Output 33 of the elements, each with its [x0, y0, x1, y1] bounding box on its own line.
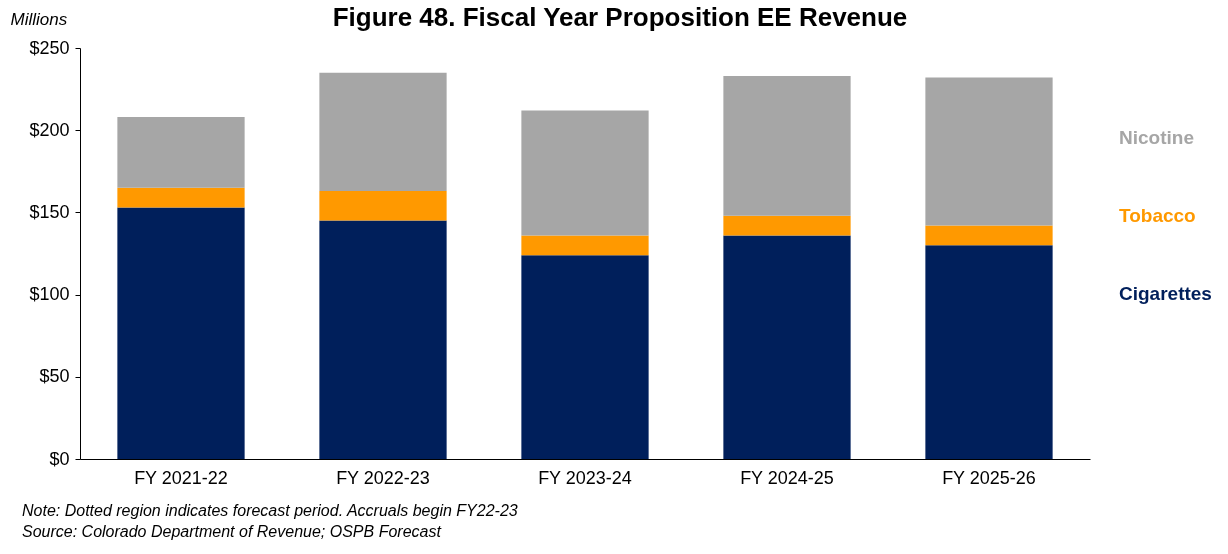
- bar: [117, 207, 245, 459]
- text: Tobacco: [1119, 204, 1196, 226]
- bar: [521, 110, 649, 236]
- y-tick-label: $100: [29, 284, 70, 305]
- bar: [319, 220, 447, 459]
- source-note: Source: Colorado Department of Revenue; OSPB Forecast: [22, 523, 442, 540]
- text: Note: Dotted region indicates forecast period. Accruals begin FY22-23: [22, 502, 518, 519]
- text: Cigarettes: [1119, 282, 1212, 304]
- x-tick-label: FY 2025-26: [942, 467, 1036, 488]
- y-tick-label: $200: [29, 119, 70, 140]
- x-tick-label: FY 2023-24: [538, 467, 632, 488]
- x-tick-label: FY 2022-23: [336, 467, 430, 488]
- y-tick-label: $0: [49, 448, 70, 469]
- bar: [117, 117, 245, 188]
- bar: [925, 77, 1053, 226]
- x-tick-label: FY 2024-25: [740, 467, 834, 488]
- x-tick-label: FY 2021-22: [134, 467, 228, 488]
- bar: [723, 215, 851, 236]
- y-tick-label: $50: [39, 366, 70, 387]
- y-tick-label: $250: [29, 37, 70, 58]
- bar: [925, 245, 1053, 459]
- bar: [319, 72, 447, 192]
- bar: [723, 235, 851, 459]
- bar: [117, 187, 245, 208]
- bar: [925, 225, 1053, 246]
- y-tick-label: $150: [29, 201, 70, 222]
- bar: [723, 75, 851, 216]
- text: Nicotine: [1119, 126, 1194, 148]
- y-axis-title: Millions: [10, 9, 68, 29]
- chart-title: Figure 48. Fiscal Year Proposition EE Revenue: [332, 2, 908, 32]
- bar: [521, 235, 649, 256]
- bar: [319, 191, 447, 221]
- bar: [521, 255, 649, 459]
